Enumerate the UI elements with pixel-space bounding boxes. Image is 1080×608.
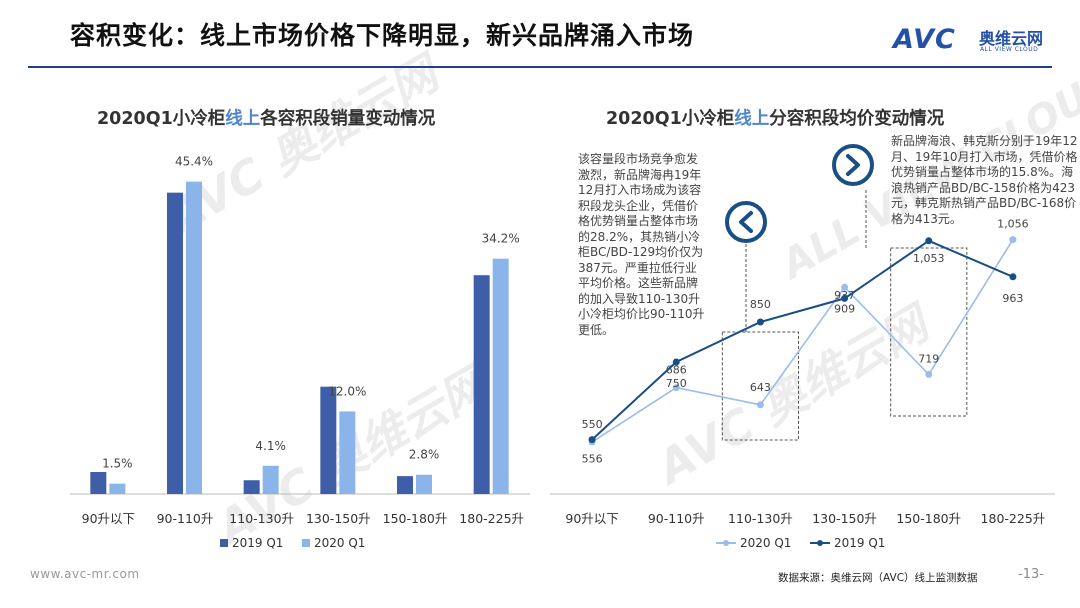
chevron-left-icon-glyph (739, 211, 753, 233)
page-number: -13- (1018, 567, 1044, 582)
line-legend-marker (723, 540, 729, 546)
right-chart-title-post: 分容积段均价变动情况 (769, 109, 945, 129)
bar-x-tick-label: 90-110升 (157, 511, 214, 526)
left-chart-title-highlight: 线上 (225, 109, 261, 129)
highlight-box (890, 247, 968, 417)
bar-2020 (109, 483, 126, 494)
line-legend-marker (817, 540, 823, 546)
series-point-2020 (756, 401, 764, 409)
line-x-tick-label: 150-180升 (896, 511, 961, 526)
bar-2019 (397, 476, 413, 494)
bar-2019 (167, 192, 183, 494)
highlight-box (721, 331, 799, 441)
bar-data-label: 1.5% (102, 457, 133, 471)
line-data-label: 719 (918, 352, 939, 365)
series-point-2019 (925, 237, 933, 245)
line-x-tick-label: 180-225升 (981, 511, 1046, 526)
series-point-2019 (1009, 273, 1017, 281)
line-data-label: 1,053 (913, 252, 945, 265)
bar-legend-swatch (220, 539, 228, 547)
callout-left: 该容量段市场竞争愈发激烈，新品牌海冉19年12月打入市场成为该容积段龙头企业，凭… (578, 152, 705, 337)
bar-data-label: 34.2% (482, 232, 520, 246)
line-x-tick-label: 90升以下 (565, 511, 618, 526)
line-data-label: 909 (834, 302, 855, 315)
line-data-label: 850 (750, 298, 771, 311)
series-line-2020 (591, 239, 1014, 443)
line-legend-label: 2020 Q1 (740, 536, 791, 550)
bar-legend-label: 2020 Q1 (314, 536, 365, 550)
bar-legend-label: 2019 Q1 (232, 536, 283, 550)
bar-2019 (473, 275, 490, 494)
line-data-label: 643 (750, 381, 771, 394)
chevron-right-icon (832, 144, 874, 186)
bar-legend-swatch (302, 539, 310, 547)
bar-2019 (90, 471, 107, 494)
bar-x-tick-label: 90升以下 (82, 511, 135, 526)
series-point-2019 (672, 358, 680, 366)
bar-2019 (243, 480, 260, 494)
line-data-label: 556 (582, 453, 603, 466)
line-legend-label: 2019 Q1 (834, 536, 885, 550)
line-x-tick-label: 110-130升 (728, 511, 793, 526)
left-chart-title: 2020Q1小冷柜线上各容积段销量变动情况 (97, 105, 435, 130)
series-point-2019 (756, 318, 764, 326)
bar-x-tick-label: 180-225升 (459, 511, 524, 526)
left-chart-title-post: 各容积段销量变动情况 (260, 109, 436, 129)
series-point-2020 (841, 283, 849, 291)
bar-2020 (262, 465, 279, 494)
line-data-label: 1,056 (997, 218, 1029, 231)
bar-x-tick-label: 150-180升 (383, 511, 448, 526)
bar-x-tick-label: 110-130升 (229, 511, 294, 526)
callout-right: 新品牌海浪、韩克斯分别于19年12月、19年10月打入市场，凭借价格优势销量占整… (891, 134, 1078, 226)
line-data-label: 550 (582, 418, 603, 431)
avc-logo: AVC 奥维云网 ALL VIEW CLOUD (893, 24, 1058, 58)
bar-2020 (339, 411, 356, 494)
series-point-2020 (1009, 236, 1017, 244)
series-line-2019 (591, 239, 1014, 441)
series-point-2019 (841, 294, 849, 302)
line-x-tick-label: 130-150升 (812, 511, 877, 526)
footer-url: www.avc-mr.com (30, 567, 140, 581)
series-point-2020 (672, 384, 680, 392)
series-point-2019 (588, 436, 596, 444)
bar-x-tick-label: 130-150升 (306, 511, 371, 526)
line-data-label: 963 (1002, 292, 1023, 305)
page-title: 容积变化：线上市场价格下降明显，新兴品牌涌入市场 (70, 21, 695, 50)
chevron-left-icon (725, 201, 767, 243)
bar-data-label: 12.0% (328, 384, 366, 398)
footer-source: 数据来源：奥维云网（AVC）线上监测数据 (778, 572, 978, 584)
right-chart-title-highlight: 线上 (734, 109, 770, 129)
chevron-right-icon-glyph (846, 154, 860, 176)
bar-2019 (320, 386, 337, 494)
title-divider (28, 66, 1052, 68)
bar-2020 (416, 474, 432, 494)
right-chart-title: 2020Q1小冷柜线上分容积段均价变动情况 (606, 105, 944, 130)
line-x-tick-label: 90-110升 (648, 511, 705, 526)
right-chart-title-pre: 2020Q1小冷柜 (606, 109, 735, 129)
bar-data-label: 2.8% (409, 448, 440, 462)
bar-data-label: 4.1% (255, 439, 286, 453)
logo-cn: 奥维云网 (979, 29, 1044, 48)
bar-data-label: 45.4% (175, 155, 213, 169)
bar-2020 (492, 258, 509, 494)
logo-en: ALL VIEW CLOUD (980, 46, 1039, 53)
series-point-2020 (925, 370, 933, 378)
line-data-label: 750 (666, 377, 687, 390)
logo-mark: AVC (893, 24, 956, 55)
bar-2020 (186, 181, 202, 494)
left-chart-title-pre: 2020Q1小冷柜 (97, 109, 226, 129)
